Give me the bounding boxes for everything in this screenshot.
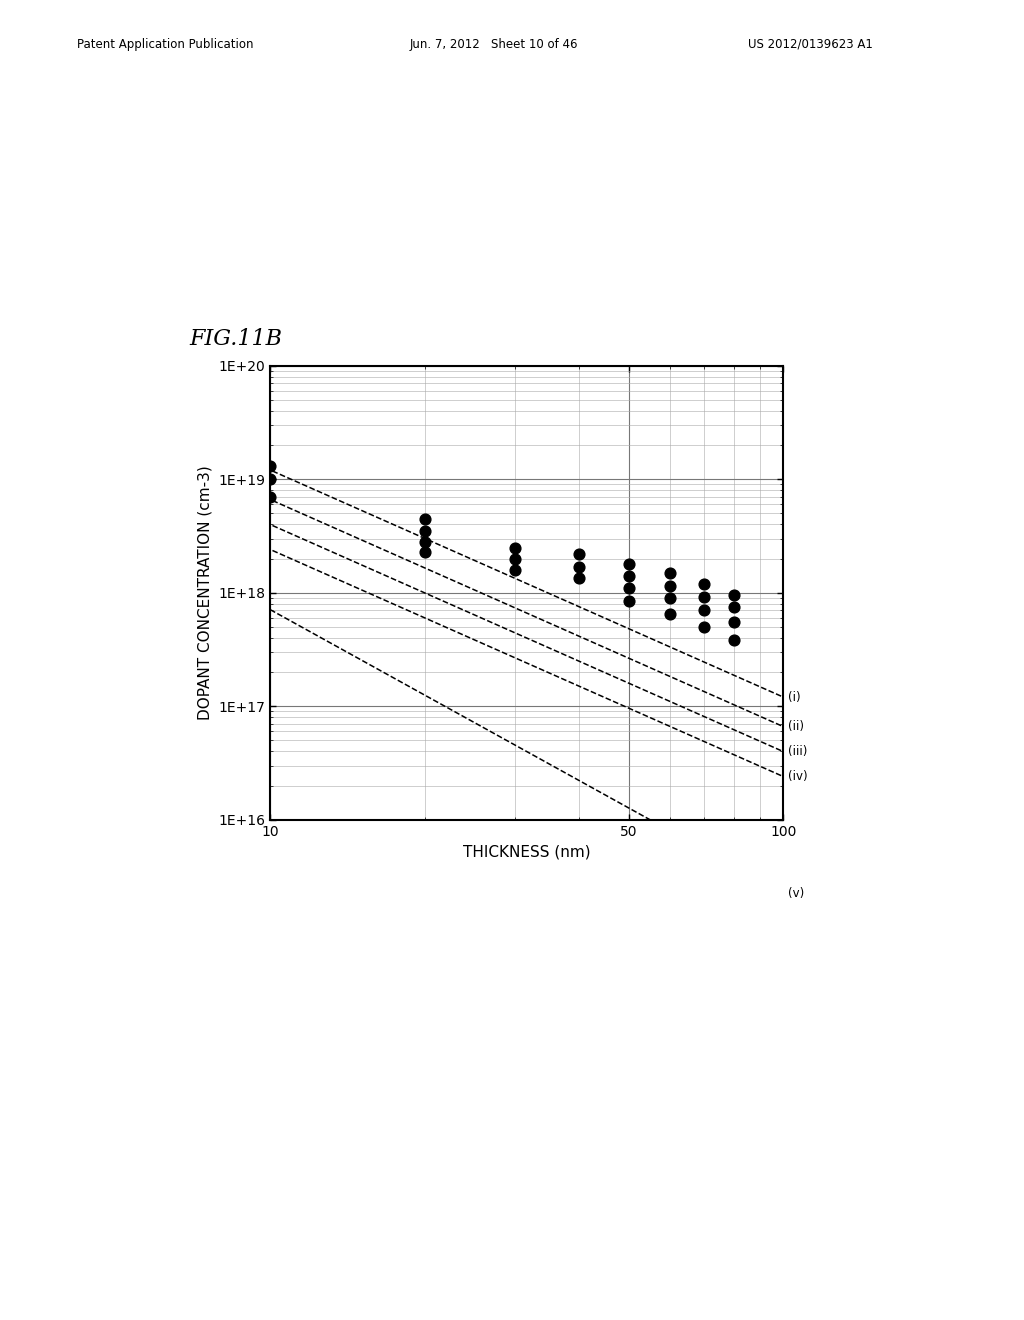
Text: (i): (i): [787, 690, 801, 704]
Point: [621, 565, 637, 586]
Point: [725, 597, 741, 618]
Text: Patent Application Publication: Patent Application Publication: [77, 37, 253, 50]
Text: (iii): (iii): [787, 744, 807, 758]
Text: Jun. 7, 2012   Sheet 10 of 46: Jun. 7, 2012 Sheet 10 of 46: [410, 37, 579, 50]
Point: [725, 611, 741, 632]
Point: [695, 586, 712, 607]
Point: [621, 590, 637, 611]
Point: [571, 556, 588, 577]
Point: [571, 568, 588, 589]
Point: [695, 616, 712, 638]
Point: [262, 469, 279, 490]
Point: [725, 630, 741, 651]
Point: [417, 508, 433, 529]
X-axis label: THICKNESS (nm): THICKNESS (nm): [463, 843, 591, 859]
Point: [621, 577, 637, 598]
Point: [262, 486, 279, 507]
Point: [417, 532, 433, 553]
Point: [662, 576, 678, 597]
Text: (v): (v): [787, 887, 804, 900]
Point: [662, 587, 678, 609]
Point: [507, 548, 523, 569]
Point: [621, 553, 637, 574]
Point: [571, 544, 588, 565]
Text: (iv): (iv): [787, 770, 807, 783]
Point: [417, 520, 433, 541]
Text: US 2012/0139623 A1: US 2012/0139623 A1: [748, 37, 872, 50]
Point: [507, 558, 523, 579]
Text: (ii): (ii): [787, 721, 804, 733]
Point: [662, 562, 678, 583]
Point: [262, 455, 279, 477]
Point: [695, 599, 712, 620]
Point: [507, 537, 523, 558]
Point: [695, 573, 712, 594]
Y-axis label: DOPANT CONCENTRATION (cm-3): DOPANT CONCENTRATION (cm-3): [198, 466, 213, 719]
Point: [662, 603, 678, 624]
Point: [725, 585, 741, 606]
Point: [417, 541, 433, 562]
Text: FIG.11B: FIG.11B: [189, 327, 283, 350]
